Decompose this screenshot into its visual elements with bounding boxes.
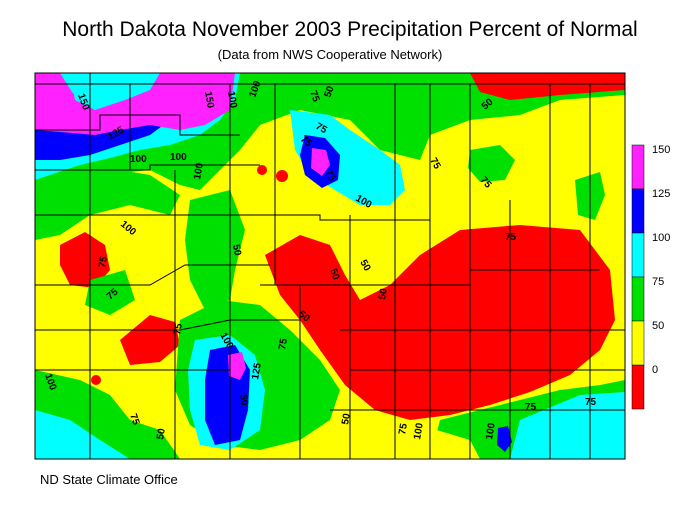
zone-magenta [35, 73, 235, 135]
legend-label: 0 [652, 364, 658, 376]
zone-red [265, 225, 615, 420]
credit-text: ND State Climate Office [40, 472, 178, 487]
zone-cyan [60, 73, 110, 105]
map-title: North Dakota November 2003 Precipitation… [62, 18, 638, 41]
legend-label: 50 [652, 320, 664, 332]
legend-label: 125 [652, 188, 670, 200]
contour-label: 75 [322, 168, 337, 184]
contour-label: 75 [314, 121, 330, 136]
zone-cyan [35, 410, 130, 459]
legend-label: 100 [652, 232, 670, 244]
legend-swatch [631, 232, 645, 278]
zone-magenta [311, 148, 330, 176]
contour-label: 75 [127, 412, 141, 427]
contour-label: 75 [397, 422, 410, 435]
contour-label: 100 [192, 162, 206, 181]
contour-label: 50 [340, 412, 353, 425]
legend: 150 125 100 75 50 0 [631, 144, 670, 410]
zone-red [470, 73, 625, 100]
zone-cyan [290, 110, 405, 205]
legend-label: 150 [652, 144, 670, 156]
contour-label: 100 [170, 152, 187, 163]
contour-label: 50 [377, 287, 390, 300]
contour-label: 75 [505, 232, 517, 243]
contour-label: 50 [327, 267, 341, 282]
contour-label: 50 [237, 394, 250, 407]
zone-green [35, 170, 180, 240]
contour-label: 150 [202, 91, 216, 110]
contour-label: 50 [155, 427, 168, 440]
contour-label: 100 [130, 154, 147, 165]
zone-red [120, 315, 180, 365]
contour-label: 75 [277, 337, 290, 350]
legend-swatch [631, 144, 645, 190]
legend-swatch [631, 188, 645, 234]
zone-green [468, 145, 515, 182]
contour-fill [35, 73, 625, 459]
contour-label: 75 [585, 397, 597, 408]
legend-swatch [631, 320, 645, 366]
contour-label: 50 [322, 84, 336, 99]
map-subtitle: (Data from NWS Cooperative Network) [217, 47, 443, 62]
contour-label: 50 [230, 244, 243, 257]
contour-label: 100 [484, 422, 498, 441]
zone-cyan [510, 392, 625, 459]
legend-swatch [631, 364, 645, 410]
zone-magenta [228, 352, 246, 380]
contour-label: 75 [307, 89, 321, 104]
contour-label: 75 [525, 402, 537, 413]
map-frame [34, 72, 626, 460]
contour-label: 125 [250, 362, 264, 381]
contour-label: 75 [97, 255, 110, 268]
county-lines [35, 73, 625, 459]
zone-red [60, 232, 110, 288]
zone-yellow [360, 428, 480, 459]
contour-label: 75 [427, 156, 442, 172]
legend-swatch [631, 276, 645, 322]
contour-label: 100 [412, 422, 426, 441]
legend-label: 75 [652, 276, 664, 288]
contour-label: 100 [225, 91, 239, 110]
zone-green [85, 270, 135, 315]
zone-blue [497, 426, 512, 452]
contour-label: 75 [172, 322, 185, 335]
contour-label: 50 [357, 258, 372, 274]
